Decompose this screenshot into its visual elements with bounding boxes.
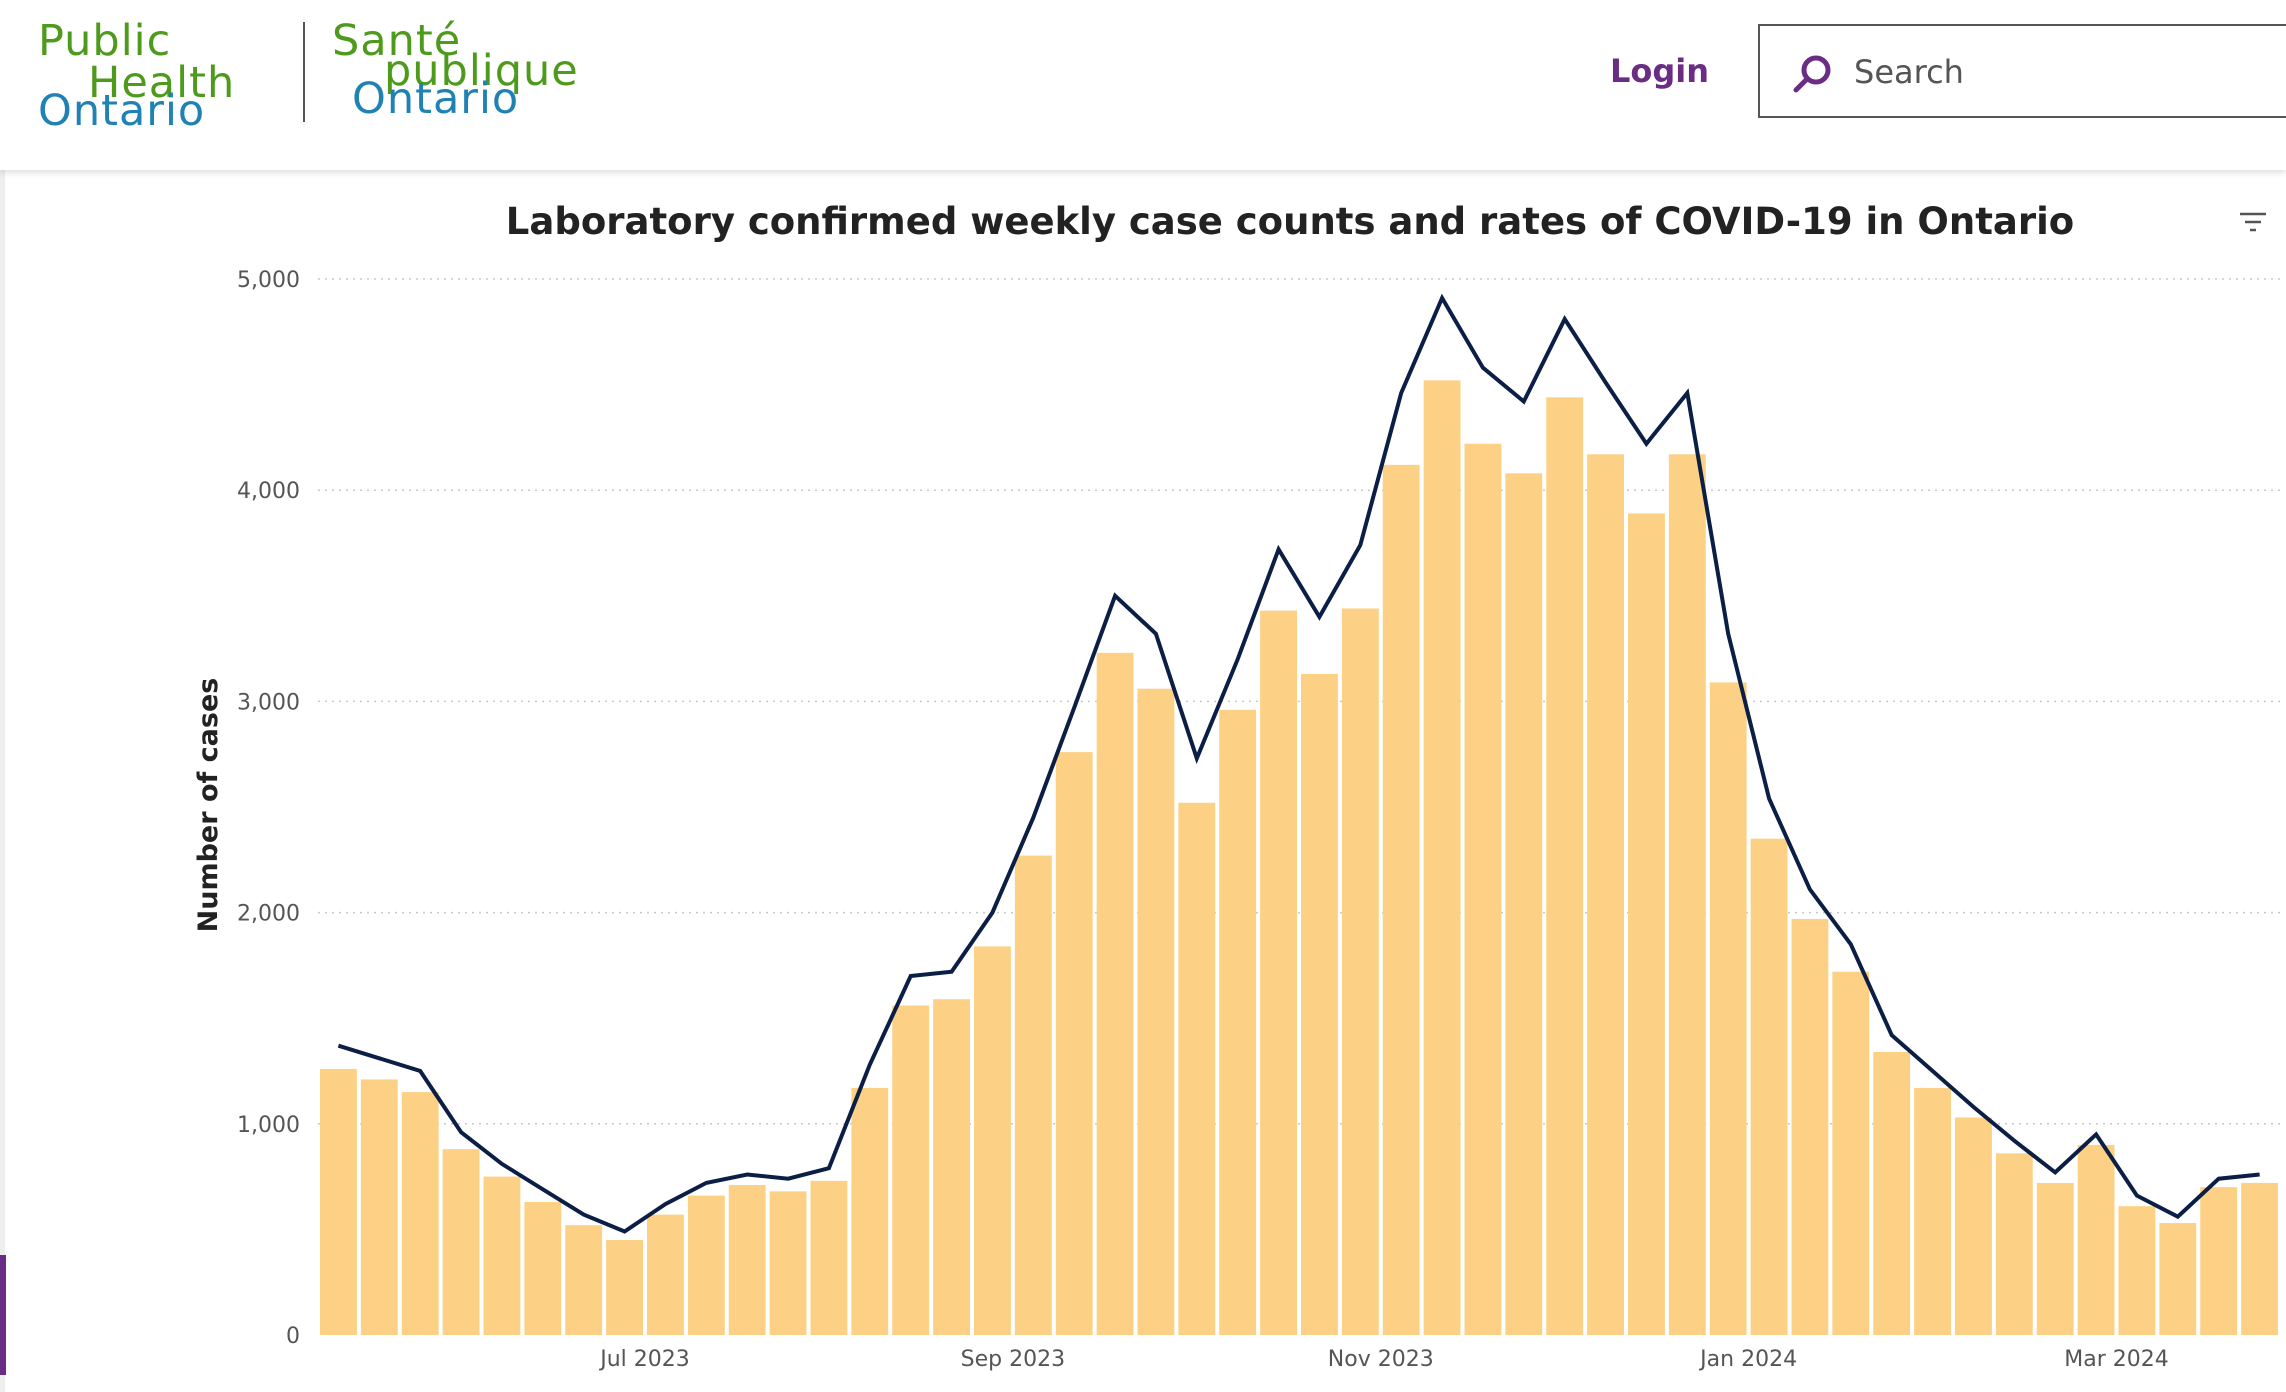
bar[interactable] (565, 1225, 603, 1335)
bar[interactable] (1423, 380, 1461, 1336)
bar[interactable] (483, 1176, 521, 1335)
chart-title: Laboratory confirmed weekly case counts … (505, 200, 2075, 243)
logo-divider (303, 22, 305, 122)
logo-en-line-2: Health (88, 58, 236, 108)
bar[interactable] (524, 1201, 562, 1335)
line-series (337, 293, 2260, 1234)
logo-fr-line-3: Ontario (352, 74, 520, 124)
bar[interactable] (1668, 454, 1706, 1335)
x-tick-label: Sep 2023 (961, 1347, 1065, 1372)
logo-en-line-1: Public (38, 16, 172, 66)
logo-english[interactable]: Public Health Ontario (38, 16, 236, 136)
bar[interactable] (2159, 1223, 2197, 1335)
logo-fr-line-2: publique (384, 46, 579, 96)
site-header: Public Health Ontario Santé publique Ont… (0, 0, 2286, 170)
bar[interactable] (2200, 1187, 2238, 1335)
bar[interactable] (1137, 688, 1175, 1335)
x-tick-label: Mar 2024 (2064, 1347, 2169, 1372)
bar[interactable] (401, 1092, 439, 1335)
logo-en-line-3: Ontario (38, 86, 206, 136)
bar[interactable] (442, 1149, 480, 1335)
bar[interactable] (1791, 918, 1829, 1335)
y-tick-label: 1,000 (237, 1113, 300, 1138)
filter-icon[interactable] (2238, 210, 2268, 236)
search-icon (1793, 55, 1831, 93)
bar[interactable] (1014, 855, 1052, 1335)
grid-lines (318, 278, 2280, 1125)
y-tick-label: 5,000 (237, 268, 300, 293)
bar[interactable] (1709, 682, 1747, 1335)
bar[interactable] (892, 1005, 930, 1335)
bar[interactable] (1750, 838, 1788, 1335)
bar[interactable] (1096, 652, 1134, 1335)
bar[interactable] (1587, 454, 1624, 1335)
search-input[interactable] (1852, 46, 2256, 98)
bar[interactable] (687, 1195, 725, 1335)
bar[interactable] (1505, 473, 1543, 1336)
bar[interactable] (1464, 443, 1502, 1336)
bar[interactable] (1955, 1117, 1992, 1335)
bar[interactable] (2118, 1206, 2156, 1335)
bar[interactable] (1178, 802, 1216, 1335)
logo-french[interactable]: Santé publique Ontario (332, 16, 579, 124)
bar[interactable] (728, 1185, 766, 1335)
logo-fr-line-1: Santé (332, 16, 462, 66)
bar[interactable] (2241, 1182, 2278, 1335)
bar[interactable] (1260, 610, 1297, 1335)
bar[interactable] (320, 1068, 357, 1335)
bar[interactable] (1546, 397, 1584, 1336)
bar[interactable] (1628, 513, 1665, 1335)
y-axis-ticks: 0 1,000 2,000 3,000 4,000 5,000 (237, 268, 300, 1349)
x-tick-label: Jul 2023 (598, 1347, 690, 1372)
bar-series (320, 380, 2278, 1336)
login-link[interactable]: Login (1610, 52, 1710, 90)
bar[interactable] (1873, 1051, 1911, 1335)
bar[interactable] (2036, 1182, 2074, 1335)
bar[interactable] (1914, 1087, 1951, 1335)
y-tick-label: 2,000 (237, 902, 300, 927)
bar[interactable] (933, 999, 970, 1335)
x-axis-ticks: Jul 2023 Sep 2023 Nov 2023 Jan 2024 Mar 2024 (598, 1347, 2169, 1372)
left-accent-bar (0, 1255, 6, 1375)
y-tick-label: 4,000 (237, 479, 300, 504)
bar[interactable] (606, 1239, 643, 1335)
bar[interactable] (851, 1087, 889, 1335)
bar[interactable] (360, 1079, 398, 1335)
bar[interactable] (810, 1180, 848, 1335)
bar[interactable] (974, 946, 1011, 1335)
bar[interactable] (1219, 709, 1257, 1335)
bar[interactable] (1382, 464, 1420, 1336)
bar[interactable] (2077, 1144, 2115, 1335)
search-box[interactable] (1758, 24, 2286, 118)
y-axis-title: Number of cases (193, 678, 224, 933)
x-tick-label: Jan 2024 (1698, 1347, 1797, 1372)
series-line[interactable] (337, 293, 2260, 1234)
bar[interactable] (1301, 673, 1338, 1335)
bar[interactable] (647, 1214, 684, 1335)
bar[interactable] (769, 1191, 807, 1335)
left-edge (0, 170, 5, 1392)
bar[interactable] (1341, 608, 1379, 1335)
x-tick-label: Nov 2023 (1328, 1347, 1434, 1372)
bar[interactable] (1832, 971, 1870, 1335)
bar[interactable] (1055, 752, 1093, 1335)
y-tick-label: 0 (286, 1324, 300, 1349)
y-tick-label: 3,000 (237, 690, 300, 715)
bar[interactable] (1995, 1153, 2033, 1335)
